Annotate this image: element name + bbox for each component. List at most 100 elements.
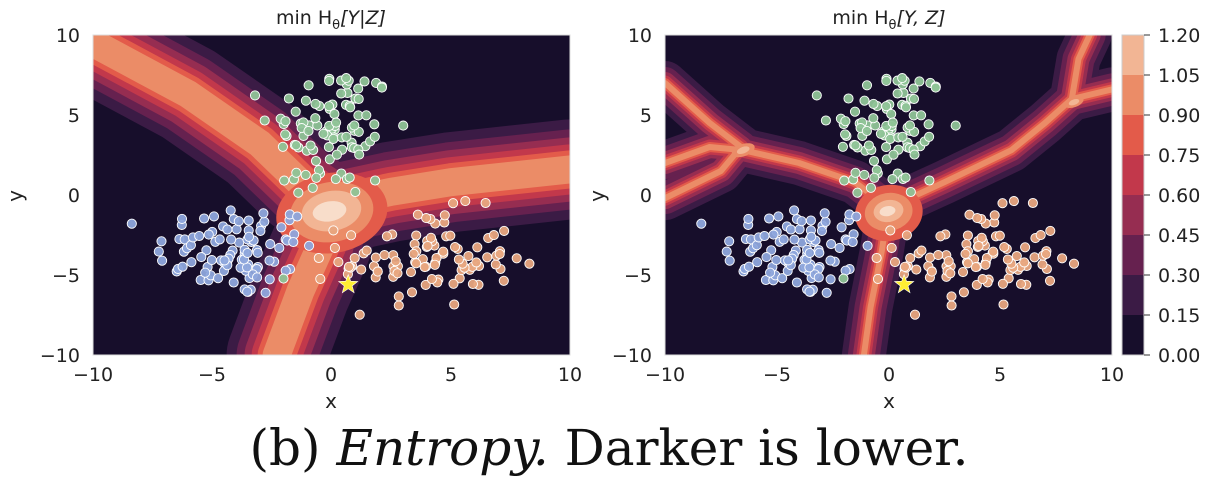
peak-region: [731, 96, 1084, 242]
data-point: [524, 258, 535, 269]
data-point: [157, 255, 168, 266]
data-point: [721, 246, 732, 257]
data-point: [962, 230, 973, 241]
data-point: [243, 215, 254, 226]
data-point: [274, 242, 285, 253]
data-point: [310, 98, 321, 109]
data-point: [411, 258, 422, 269]
data-point: [999, 242, 1010, 253]
caption-label: (b): [249, 419, 321, 477]
colorbar-cell: [1122, 155, 1144, 195]
data-point: [862, 240, 873, 251]
data-point: [868, 98, 879, 109]
data-point: [852, 187, 863, 198]
data-point: [449, 299, 460, 310]
data-point: [900, 102, 912, 113]
data-point: [460, 196, 471, 207]
data-point: [696, 218, 707, 229]
colorbar-cell: [1122, 115, 1144, 155]
data-point: [293, 187, 304, 198]
x-tick-label: 10: [558, 364, 582, 386]
data-point: [759, 230, 770, 242]
data-point: [153, 246, 164, 257]
data-point: [861, 80, 873, 91]
y-tick-label: 5: [68, 105, 80, 127]
data-point: [765, 267, 776, 278]
data-point: [892, 88, 903, 99]
query-star-mark: [337, 273, 359, 294]
data-point: [766, 245, 777, 256]
data-point: [445, 230, 456, 241]
x-axis-label: x: [883, 389, 895, 413]
data-point: [1027, 197, 1038, 209]
data-point: [350, 186, 361, 198]
data-point: [977, 274, 988, 285]
data-point: [359, 76, 370, 87]
data-point: [778, 234, 789, 245]
scatter-points: [126, 73, 535, 320]
colorbar-tick-label: 0.45: [1158, 225, 1200, 247]
data-point: [926, 266, 937, 277]
data-point: [875, 128, 886, 139]
data-point: [471, 257, 482, 268]
y-tick-label: 5: [640, 105, 652, 127]
data-point: [871, 252, 882, 264]
data-point: [1019, 257, 1030, 268]
data-point: [318, 128, 329, 139]
data-point: [264, 255, 275, 266]
data-point: [814, 247, 825, 258]
data-point: [819, 208, 830, 219]
data-point: [345, 102, 356, 113]
x-tick-label: 0: [325, 364, 337, 386]
data-point: [997, 278, 1008, 289]
data-point: [989, 210, 1000, 221]
data-point: [924, 131, 935, 142]
data-point: [806, 231, 817, 242]
data-point: [743, 261, 755, 272]
data-point: [323, 101, 335, 112]
data-point: [392, 268, 403, 279]
y-tick-label: −10: [40, 345, 80, 367]
data-point: [277, 141, 288, 152]
data-point: [304, 240, 315, 251]
data-point: [214, 234, 225, 245]
data-point: [370, 252, 381, 263]
data-point: [186, 257, 197, 268]
data-point: [448, 198, 459, 209]
data-point: [379, 250, 390, 261]
y-tick-label: 0: [640, 185, 652, 207]
entropy-figure: min Hθ[Y|Z] 10 5 0 −5 −10 −10 −5 0 5 10 …: [3, 7, 1200, 413]
y-tick-label: −10: [612, 345, 652, 367]
data-point: [820, 115, 831, 126]
data-point: [946, 300, 957, 311]
y-axis-label: y: [585, 190, 609, 202]
data-point: [885, 133, 896, 144]
data-point: [201, 245, 212, 256]
x-tick-label: −10: [73, 364, 113, 386]
data-point: [408, 248, 419, 259]
data-point: [300, 169, 311, 180]
data-point: [354, 149, 365, 160]
data-point: [343, 261, 355, 272]
data-point: [369, 119, 380, 130]
data-point: [886, 242, 897, 253]
data-point: [341, 73, 352, 84]
data-point: [905, 253, 916, 264]
data-point: [869, 172, 880, 183]
data-point: [330, 174, 341, 185]
data-point: [429, 259, 440, 270]
data-point: [839, 175, 850, 186]
data-point: [311, 172, 322, 183]
data-point: [805, 215, 816, 226]
data-point: [838, 273, 849, 284]
data-point: [233, 216, 244, 227]
data-point: [791, 277, 802, 288]
data-point: [761, 252, 772, 263]
data-point: [887, 117, 898, 128]
data-point: [307, 182, 318, 193]
data-point: [482, 252, 493, 263]
data-point: [909, 149, 920, 160]
data-point: [349, 120, 360, 131]
data-point: [252, 272, 263, 283]
data-point: [331, 149, 342, 160]
